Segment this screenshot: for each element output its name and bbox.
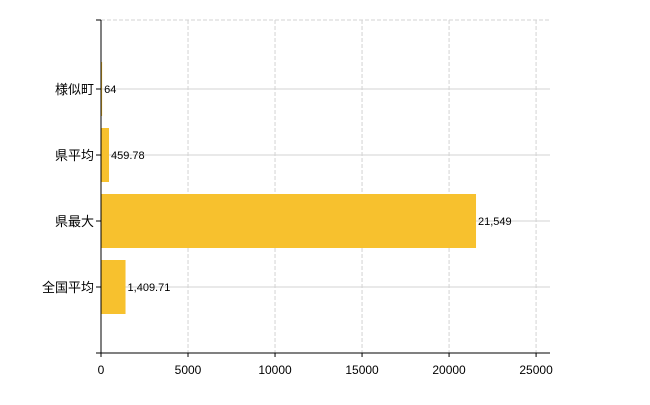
- x-tick-label: 5000: [175, 363, 202, 377]
- data-label: 64: [104, 84, 116, 96]
- x-tick-label: 25000: [519, 363, 553, 377]
- y-tick-label: 県平均: [55, 148, 94, 163]
- bar: [101, 128, 110, 182]
- y-tick-label: 全国平均: [42, 280, 94, 295]
- bar: [101, 260, 126, 314]
- y-tick-label: 様似町: [55, 82, 94, 97]
- bar: [101, 194, 477, 248]
- data-label: 459.78: [111, 150, 145, 162]
- data-label: 1,409.71: [128, 282, 171, 294]
- x-tick-label: 10000: [258, 363, 292, 377]
- x-tick-label: 20000: [432, 363, 466, 377]
- x-tick-label: 15000: [345, 363, 379, 377]
- y-tick-label: 県最大: [55, 214, 94, 229]
- data-label: 21,549: [478, 216, 512, 228]
- x-tick-label: 0: [98, 363, 105, 377]
- bar: [101, 62, 103, 116]
